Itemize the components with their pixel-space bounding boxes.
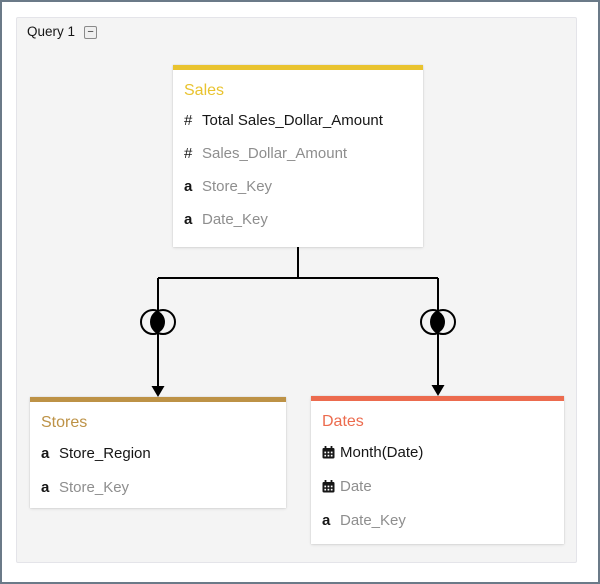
field-list: a Store_Region a Store_Key	[30, 436, 286, 504]
field-label: Store_Key	[59, 478, 130, 496]
field-row[interactable]: a Store_Key	[30, 470, 286, 504]
table-title: Stores	[41, 414, 88, 431]
field-label: Month(Date)	[340, 443, 424, 461]
field-label: Total Sales_Dollar_Amount	[202, 112, 383, 129]
inner-join-icon[interactable]	[420, 309, 456, 335]
arrow-down-icon	[151, 386, 165, 397]
text-icon: a	[322, 511, 331, 529]
table-card-dates[interactable]: Dates Month(Date)	[311, 396, 564, 544]
table-title: Dates	[322, 413, 364, 430]
field-row[interactable]: a Date_Key	[173, 203, 423, 236]
calendar-icon	[322, 445, 340, 459]
table-card-stores[interactable]: Stores a Store_Region a Store_Key	[30, 397, 286, 508]
field-label: Sales_Dollar_Amount	[202, 145, 348, 162]
field-label: Store_Region	[59, 444, 151, 462]
field-row[interactable]: # Total Sales_Dollar_Amount	[173, 104, 423, 137]
table-title: Sales	[184, 82, 225, 99]
calendar-icon	[322, 479, 340, 493]
text-icon: a	[184, 178, 193, 195]
field-list: # Total Sales_Dollar_Amount # Sales_Doll…	[173, 104, 423, 236]
field-row[interactable]: a Store_Key	[173, 170, 423, 203]
numeric-icon: #	[184, 145, 193, 162]
field-label: Date	[340, 477, 372, 495]
minus-icon: −	[87, 26, 94, 38]
collapse-button[interactable]: −	[84, 25, 98, 39]
field-row[interactable]: a Date_Key	[311, 503, 564, 537]
text-icon: a	[41, 478, 50, 496]
numeric-icon: #	[184, 112, 193, 129]
field-row[interactable]: a Store_Region	[30, 436, 286, 470]
inner-join-icon[interactable]	[140, 309, 176, 335]
field-label: Date_Key	[202, 211, 268, 228]
connector-lines	[157, 247, 439, 386]
field-row[interactable]: Month(Date)	[311, 435, 564, 469]
field-row[interactable]: Date	[311, 469, 564, 503]
text-icon: a	[184, 211, 193, 228]
field-label: Date_Key	[340, 511, 406, 529]
query-header: Query 1 −	[27, 24, 98, 40]
field-list: Month(Date) Date a	[311, 435, 564, 537]
field-label: Store_Key	[202, 178, 273, 195]
table-card-sales[interactable]: Sales # Total Sales_Dollar_Amount # Sale…	[173, 65, 423, 247]
arrow-down-icon	[431, 385, 445, 396]
text-icon: a	[41, 444, 50, 462]
field-row[interactable]: # Sales_Dollar_Amount	[173, 137, 423, 170]
query-title: Query 1	[27, 24, 76, 39]
